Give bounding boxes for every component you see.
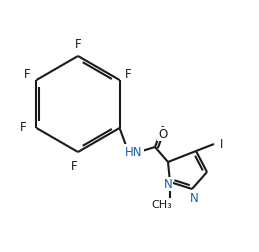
Text: O: O — [158, 128, 168, 141]
Text: I: I — [220, 138, 224, 151]
Text: F: F — [24, 68, 31, 81]
Text: F: F — [75, 37, 81, 50]
Text: N: N — [190, 192, 198, 205]
Text: F: F — [71, 159, 77, 172]
Text: N: N — [164, 178, 172, 191]
Text: F: F — [20, 121, 27, 134]
Text: CH₃: CH₃ — [152, 199, 172, 209]
Text: F: F — [125, 68, 132, 81]
Text: HN: HN — [125, 145, 143, 158]
